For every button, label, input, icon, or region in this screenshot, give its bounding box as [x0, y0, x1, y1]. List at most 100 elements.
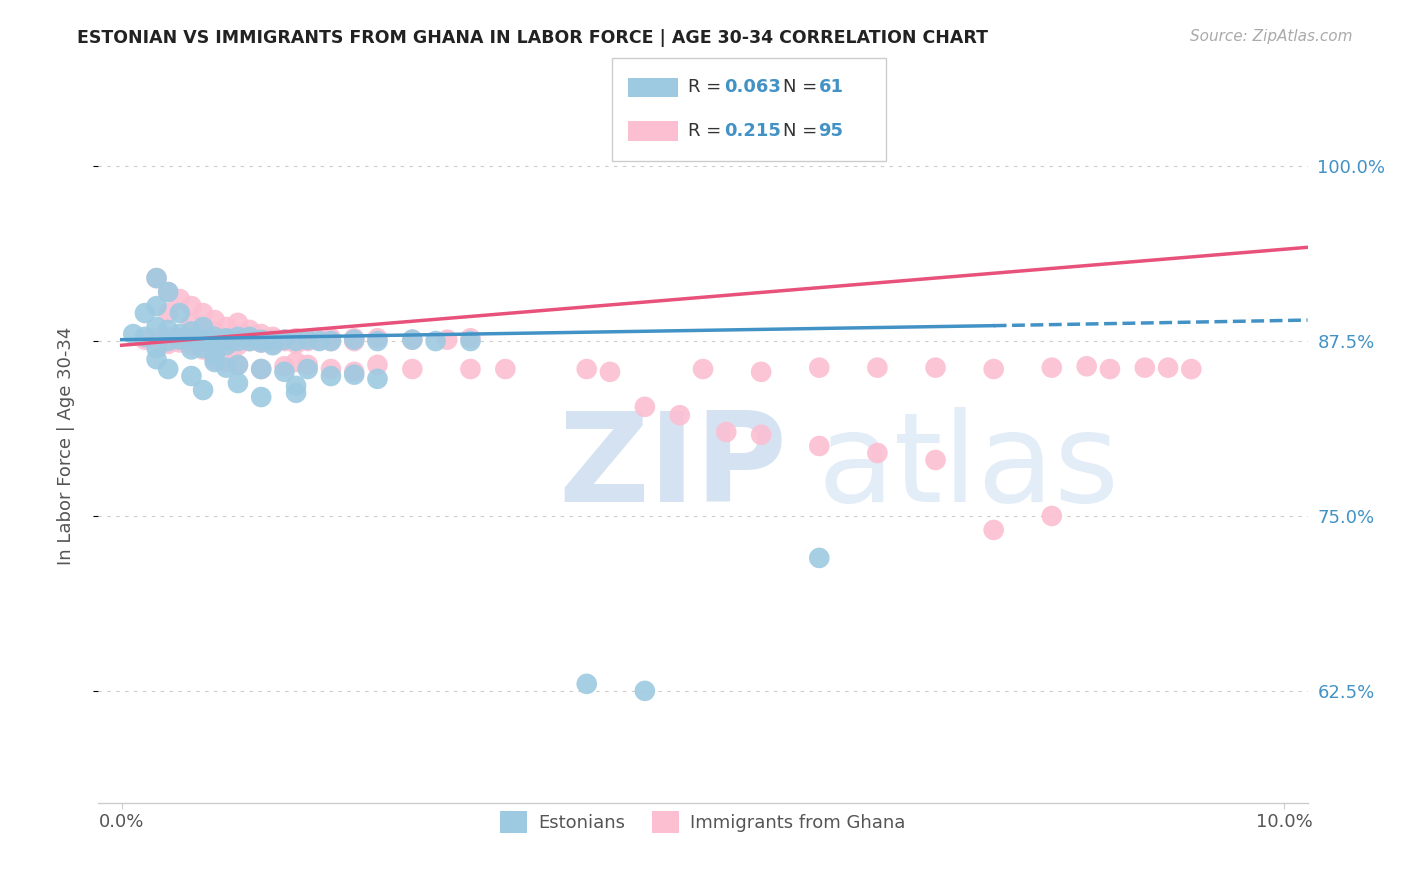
Point: [191, 341, 214, 355]
Point: [1040, 360, 1063, 375]
Point: [273, 365, 295, 379]
Legend: Estonians, Immigrants from Ghana: Estonians, Immigrants from Ghana: [494, 804, 912, 840]
Point: [273, 333, 295, 347]
Point: [215, 355, 238, 369]
Point: [157, 285, 180, 299]
Point: [215, 334, 238, 348]
Point: [983, 362, 1005, 376]
Point: [575, 677, 598, 691]
Point: [191, 331, 214, 345]
Point: [191, 343, 214, 357]
Point: [285, 385, 308, 400]
Text: ESTONIAN VS IMMIGRANTS FROM GHANA IN LABOR FORCE | AGE 30-34 CORRELATION CHART: ESTONIAN VS IMMIGRANTS FROM GHANA IN LAB…: [77, 29, 988, 46]
Text: 95: 95: [818, 122, 844, 140]
Y-axis label: In Labor Force | Age 30-34: In Labor Force | Age 30-34: [56, 326, 75, 566]
Point: [157, 362, 180, 376]
Point: [226, 330, 249, 344]
Point: [157, 336, 180, 351]
Point: [180, 338, 202, 352]
Point: [169, 292, 191, 306]
Point: [401, 333, 423, 347]
Point: [157, 323, 180, 337]
Point: [204, 335, 226, 350]
Text: atlas: atlas: [818, 407, 1121, 528]
Point: [215, 331, 238, 345]
Point: [273, 359, 295, 374]
Point: [308, 334, 330, 348]
Point: [343, 334, 366, 348]
Point: [226, 334, 249, 348]
Point: [366, 358, 388, 372]
Point: [749, 427, 772, 442]
Point: [145, 341, 167, 355]
Point: [180, 299, 202, 313]
Point: [285, 336, 308, 351]
Point: [145, 271, 167, 285]
Point: [924, 453, 946, 467]
Point: [215, 360, 238, 375]
Point: [215, 331, 238, 345]
Point: [204, 348, 226, 362]
Point: [716, 425, 738, 439]
Point: [436, 333, 458, 347]
Point: [180, 334, 202, 348]
Point: [262, 331, 284, 345]
Point: [343, 365, 366, 379]
Text: N =: N =: [783, 122, 824, 140]
Point: [262, 330, 284, 344]
Point: [226, 316, 249, 330]
Text: 0.215: 0.215: [724, 122, 782, 140]
Point: [285, 331, 308, 345]
Point: [157, 334, 180, 348]
Text: 0.063: 0.063: [724, 78, 782, 96]
Point: [983, 523, 1005, 537]
Point: [204, 334, 226, 348]
Point: [145, 299, 167, 313]
Point: [250, 390, 273, 404]
Point: [134, 306, 156, 320]
Text: R =: R =: [688, 78, 727, 96]
Point: [215, 334, 238, 348]
Point: [250, 333, 273, 347]
Point: [599, 365, 621, 379]
Point: [668, 408, 690, 422]
Point: [180, 330, 202, 344]
Point: [226, 358, 249, 372]
Point: [319, 362, 342, 376]
Point: [297, 333, 319, 347]
Point: [215, 320, 238, 334]
Point: [215, 336, 238, 351]
Point: [157, 334, 180, 348]
Point: [169, 333, 191, 347]
Point: [366, 372, 388, 386]
Point: [191, 334, 214, 348]
Point: [1076, 359, 1098, 374]
Point: [401, 333, 423, 347]
Point: [262, 334, 284, 348]
Point: [239, 330, 262, 344]
Point: [250, 362, 273, 376]
Point: [169, 306, 191, 320]
Point: [425, 334, 447, 348]
Point: [122, 327, 145, 342]
Text: ZIP: ZIP: [558, 407, 786, 528]
Point: [262, 336, 284, 351]
Point: [226, 330, 249, 344]
Point: [460, 362, 482, 376]
Point: [297, 334, 319, 348]
Text: 61: 61: [818, 78, 844, 96]
Point: [250, 335, 273, 350]
Point: [157, 285, 180, 299]
Point: [226, 334, 249, 348]
Point: [285, 334, 308, 348]
Point: [191, 320, 214, 334]
Point: [180, 324, 202, 338]
Point: [808, 550, 831, 565]
Point: [866, 360, 889, 375]
Point: [145, 352, 167, 367]
Point: [634, 684, 657, 698]
Point: [191, 383, 214, 397]
Point: [273, 334, 295, 348]
Point: [401, 362, 423, 376]
Point: [1098, 362, 1121, 376]
